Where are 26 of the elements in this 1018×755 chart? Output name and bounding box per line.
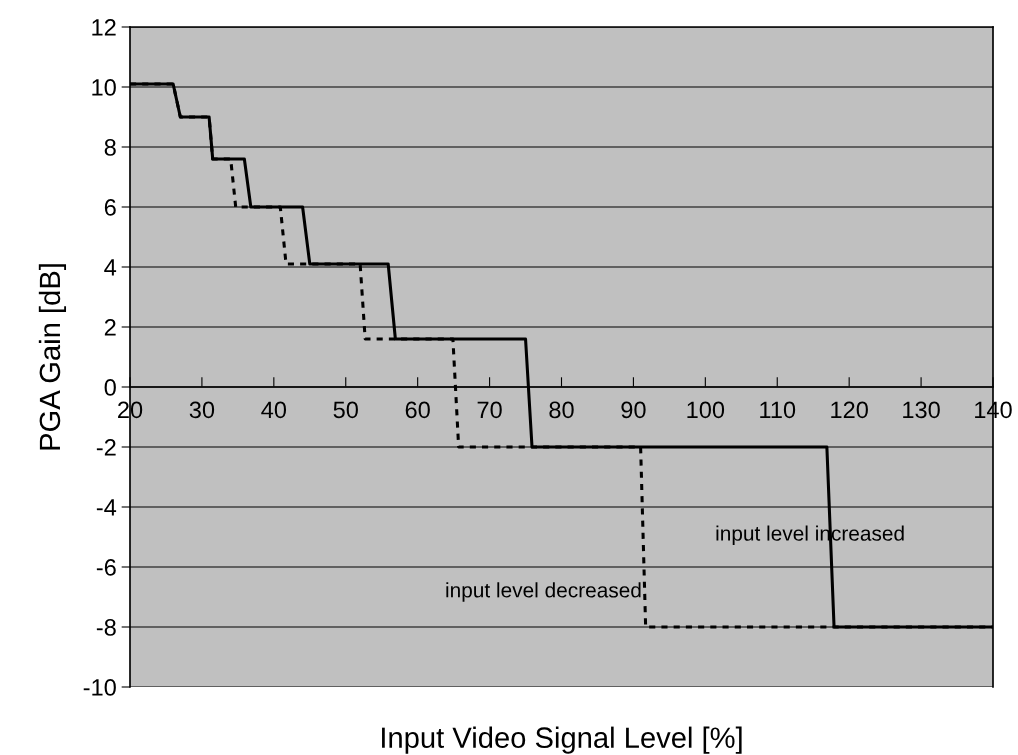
y-tick-label: 2: [104, 319, 116, 336]
x-tick-label: 60: [405, 401, 430, 419]
x-tick-label: 30: [189, 401, 215, 419]
x-tick-label: 110: [760, 401, 796, 419]
y-axis-title: PGA Gain [dB]: [38, 264, 67, 450]
y-tick-label: -4: [96, 499, 117, 516]
y-tick-label: 6: [104, 199, 116, 216]
y-tick-label: 8: [104, 139, 116, 156]
annotation: input level decreased: [446, 582, 641, 602]
y-tick-label: -6: [96, 559, 116, 576]
x-tick-label: 90: [621, 401, 646, 419]
x-tick-label: 130: [903, 401, 940, 419]
y-tick-label: -8: [96, 619, 116, 636]
x-tick-label: 120: [831, 401, 868, 419]
y-tick-label: 4: [104, 259, 117, 276]
x-tick-label: 70: [477, 401, 502, 419]
x-tick-label: 80: [549, 401, 574, 419]
y-tick-label: -2: [96, 439, 116, 456]
y-tick-label: 10: [92, 79, 116, 96]
x-tick-label: 40: [261, 401, 287, 419]
y-tick-label: -10: [83, 679, 116, 696]
y-tick-label: 12: [92, 19, 116, 36]
x-tick-label: 100: [687, 401, 725, 419]
y-tick-label: 0: [104, 379, 116, 396]
x-axis-title: Input Video Signal Level [%]: [382, 726, 742, 754]
x-tick-label: 50: [333, 401, 358, 419]
